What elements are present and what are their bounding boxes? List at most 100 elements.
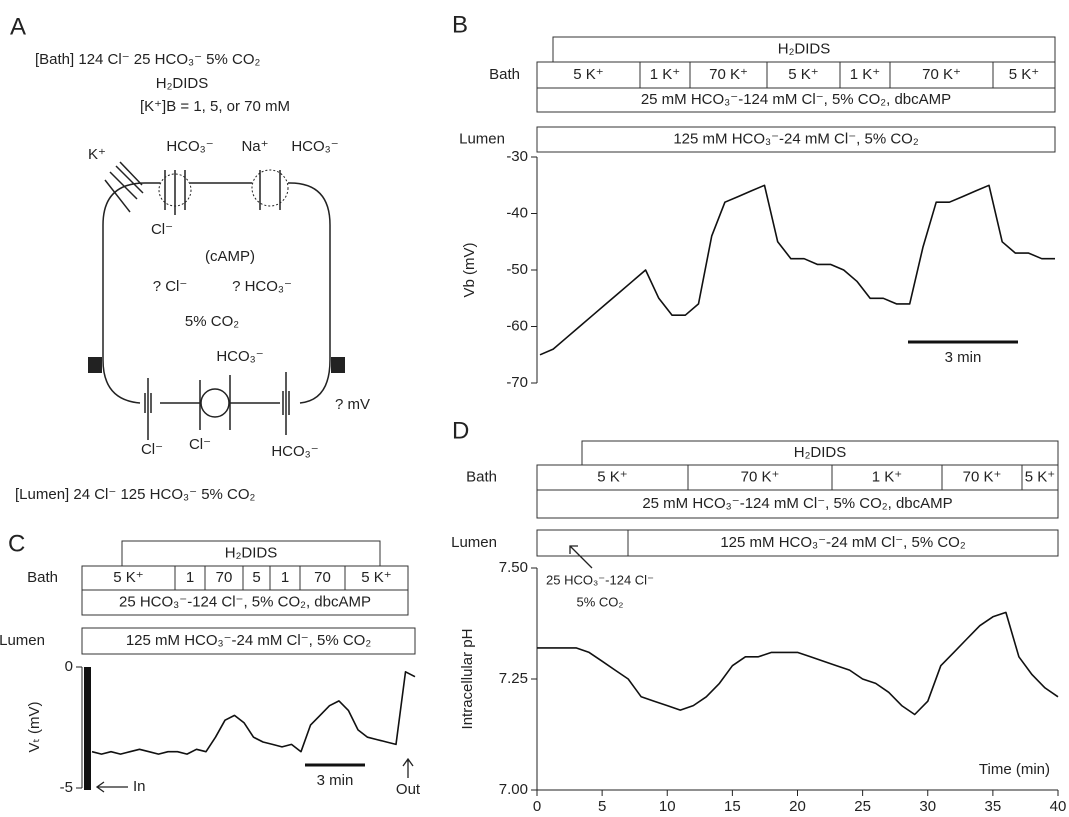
x-tick-label: 40 (1050, 798, 1067, 815)
drug-label: H₂DIDS (778, 40, 831, 57)
panel-label: C (8, 530, 25, 557)
ion-label: Cl⁻ (189, 436, 211, 453)
bath-label: Bath (27, 569, 58, 586)
y-tick-label: -30 (506, 148, 528, 165)
drug-text: H₂DIDS (156, 75, 209, 92)
ion-label: Na⁺ (241, 138, 268, 155)
annotation: 25 HCO₃⁻-124 Cl⁻ (546, 572, 654, 587)
y-axis-label: Intracellular pH (459, 629, 476, 730)
cell-outline (102, 182, 331, 404)
x-tick-label: 15 (724, 798, 741, 815)
ion-label: ? mV (335, 396, 370, 413)
solution-label: 125 mM HCO₃⁻-24 mM Cl⁻, 5% CO₂ (126, 632, 371, 649)
bath-label: Bath (466, 468, 497, 485)
arrows (104, 161, 290, 440)
bath-text: [Bath] 124 Cl⁻ 25 HCO₃⁻ 5% CO₂ (35, 51, 261, 68)
artifact (84, 667, 91, 790)
drug-label: H₂DIDS (794, 444, 847, 461)
y-tick-label: -5 (60, 779, 73, 796)
lumen-label: Lumen (0, 632, 45, 649)
annotation: 5% CO₂ (577, 594, 624, 609)
trace (539, 184, 1055, 356)
ion-label: Cl⁻ (141, 441, 163, 458)
segment-label: 5 K⁺ (788, 66, 818, 83)
x-axis-label: Time (min) (979, 761, 1050, 778)
ion-label: K⁺ (88, 146, 106, 163)
junction (88, 357, 102, 373)
ion-label: Cl⁻ (151, 221, 173, 238)
segment-label: 5 K⁺ (573, 66, 603, 83)
ion-label: HCO₃⁻ (216, 348, 263, 365)
panel-label: A (10, 13, 26, 40)
trace (91, 671, 416, 755)
panel-label: B (452, 11, 468, 38)
solution-label: 25 HCO₃⁻-124 Cl⁻, 5% CO₂, dbcAMP (119, 593, 371, 610)
protocol-box (536, 489, 1059, 519)
segment-label: 1 K⁺ (872, 468, 902, 485)
protocol-box (536, 529, 1059, 557)
segment-label: 1 K⁺ (650, 66, 680, 83)
x-tick-label: 25 (854, 798, 871, 815)
ion-label: 5% CO₂ (185, 313, 239, 330)
segment-label: 5 K⁺ (1009, 66, 1039, 83)
drug-label: H₂DIDS (225, 544, 278, 561)
segment-label: 70 K⁺ (709, 66, 748, 83)
solution-label: 125 mM HCO₃⁻-24 mM Cl⁻, 5% CO₂ (673, 130, 918, 147)
solution-label: 125 mM HCO₃⁻-24 mM Cl⁻, 5% CO₂ (720, 534, 965, 551)
x-tick-label: 0 (533, 798, 541, 815)
trace (537, 611, 1059, 716)
ion-label: (cAMP) (205, 248, 255, 265)
protocol-box (536, 87, 1056, 113)
segment-label: 70 K⁺ (741, 468, 780, 485)
lumen-label: Lumen (459, 130, 505, 147)
y-tick-label: -60 (506, 317, 528, 334)
protocol-box (81, 589, 409, 616)
ion-label: ? Cl⁻ (153, 278, 188, 295)
lumen-label: Lumen (451, 534, 497, 551)
x-tick-label: 5 (598, 798, 606, 815)
solution-label: 25 mM HCO₃⁻-124 mM Cl⁻, 5% CO₂, dbcAMP (641, 91, 951, 108)
ion-label: ? HCO₃⁻ (232, 278, 292, 295)
transporter (200, 388, 230, 418)
x-tick-label: 20 (789, 798, 806, 815)
segment-label: 5 (252, 569, 260, 586)
y-tick-label: 0 (65, 658, 73, 675)
segment-label: 70 (314, 569, 331, 586)
segment-label: 70 K⁺ (963, 468, 1002, 485)
x-tick-label: 10 (659, 798, 676, 815)
y-tick-label: 7.25 (499, 670, 528, 687)
segment-label: 70 (216, 569, 233, 586)
cell (88, 161, 345, 440)
segment-label: 1 (281, 569, 289, 586)
segment-label: 5 K⁺ (597, 468, 627, 485)
arrow (95, 757, 414, 793)
y-axis-label: Vₜ (mV) (26, 701, 43, 752)
arrow (569, 545, 593, 569)
scale-bar-label: 3 min (317, 772, 354, 789)
protocol-box (536, 126, 1056, 153)
y-tick-label: -40 (506, 204, 528, 221)
k-text: [K⁺]B = 1, 5, or 70 mM (140, 98, 290, 115)
junction (331, 357, 345, 373)
y-tick-label: 7.50 (499, 559, 528, 576)
ion-label: HCO₃⁻ (166, 138, 213, 155)
x-tick-label: 30 (919, 798, 936, 815)
segment-label: 5 K⁺ (113, 569, 143, 586)
segment-label: 70 K⁺ (922, 66, 961, 83)
segment-label: 5 K⁺ (1025, 468, 1055, 485)
lumen-text: [Lumen] 24 Cl⁻ 125 HCO₃⁻ 5% CO₂ (15, 486, 256, 503)
transporter (251, 169, 289, 207)
y-tick-label: 7.00 (499, 781, 528, 798)
bath-label: Bath (489, 66, 520, 83)
y-axis-label: Vb (mV) (461, 242, 478, 297)
y-tick-label: -70 (506, 374, 528, 391)
annotation: In (133, 778, 146, 795)
panel-label: D (452, 417, 469, 444)
x-tick-label: 35 (985, 798, 1002, 815)
segment-label: 1 K⁺ (850, 66, 880, 83)
solution-label: 25 mM HCO₃⁻-124 mM Cl⁻, 5% CO₂, dbcAMP (642, 495, 952, 512)
segment-label: 5 K⁺ (361, 569, 391, 586)
annotation: Out (396, 781, 421, 798)
